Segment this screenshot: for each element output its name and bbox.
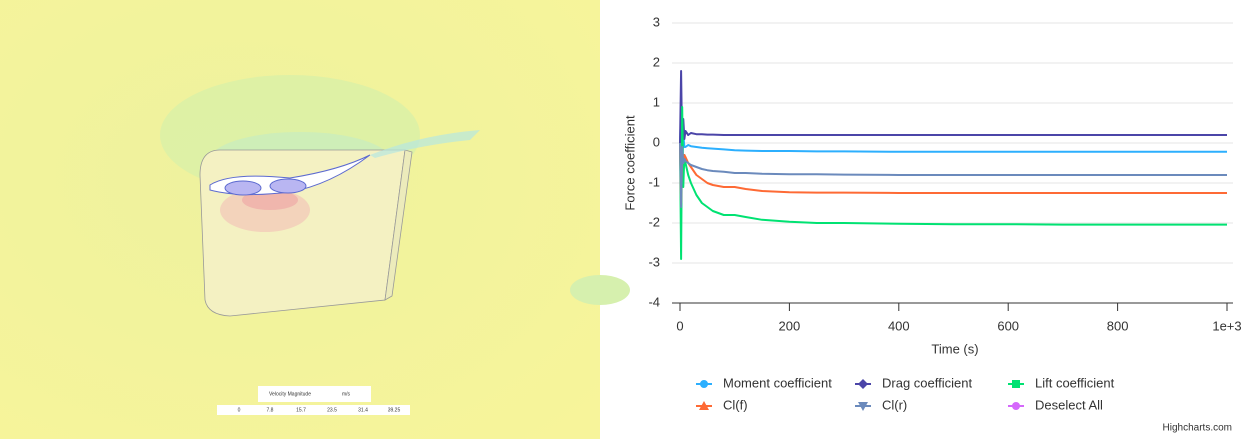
legend-marker [700, 380, 708, 388]
legend-label[interactable]: Cl(r) [882, 397, 907, 412]
x-axis-label: Time (s) [931, 341, 978, 356]
chart: Force coefficient Time (s) Highcharts.co… [622, 14, 1241, 433]
x-tick-label: 200 [779, 318, 801, 333]
series-line [680, 71, 1227, 151]
x-tick-label: 400 [888, 318, 910, 333]
legend-unit: m/s [342, 391, 351, 397]
credits: Highcharts.com [1163, 423, 1232, 434]
x-tick-label: 600 [997, 318, 1019, 333]
x-tick-label: 1e+3 [1212, 318, 1241, 333]
y-tick-label: 2 [653, 54, 660, 69]
x-tick-label: 800 [1107, 318, 1129, 333]
scale-label: 15.7 [296, 407, 306, 413]
legend-marker [1012, 402, 1020, 410]
viewer: Velocity Magnitude m/s 0 7.8 15.7 23.5 31.4 3… [0, 0, 630, 439]
y-tick-label: -3 [648, 254, 660, 269]
legend-label[interactable]: Cl(f) [723, 397, 748, 412]
scale-label: 23.5 [327, 407, 337, 413]
scale-label: 7.8 [267, 407, 274, 413]
legend-label[interactable]: Lift coefficient [1035, 375, 1115, 390]
legend-label[interactable]: Drag coefficient [882, 375, 972, 390]
series-line [680, 111, 1227, 163]
y-tick-label: 1 [653, 94, 660, 109]
scale-label: 31.4 [358, 407, 368, 413]
y-tick-label: -2 [648, 214, 660, 229]
legend-title: Velocity Magnitude [269, 391, 311, 397]
y-tick-label: -4 [648, 294, 660, 309]
y-axis-label: Force coefficient [622, 115, 637, 211]
y-tick-label: 0 [653, 134, 660, 149]
legend-marker [858, 379, 868, 389]
screen: Velocity Magnitude m/s 0 7.8 15.7 23.5 31.4 3… [0, 0, 1241, 439]
scale-label: 0 [238, 407, 241, 413]
y-tick-label: 3 [653, 14, 660, 29]
scale-label: 39.25 [388, 407, 401, 413]
legend-label[interactable]: Moment coefficient [723, 375, 832, 390]
legend-marker [1012, 380, 1020, 388]
y-tick-label: -1 [648, 174, 660, 189]
x-tick-label: 0 [676, 318, 683, 333]
deselect-all[interactable]: Deselect All [1035, 397, 1103, 412]
